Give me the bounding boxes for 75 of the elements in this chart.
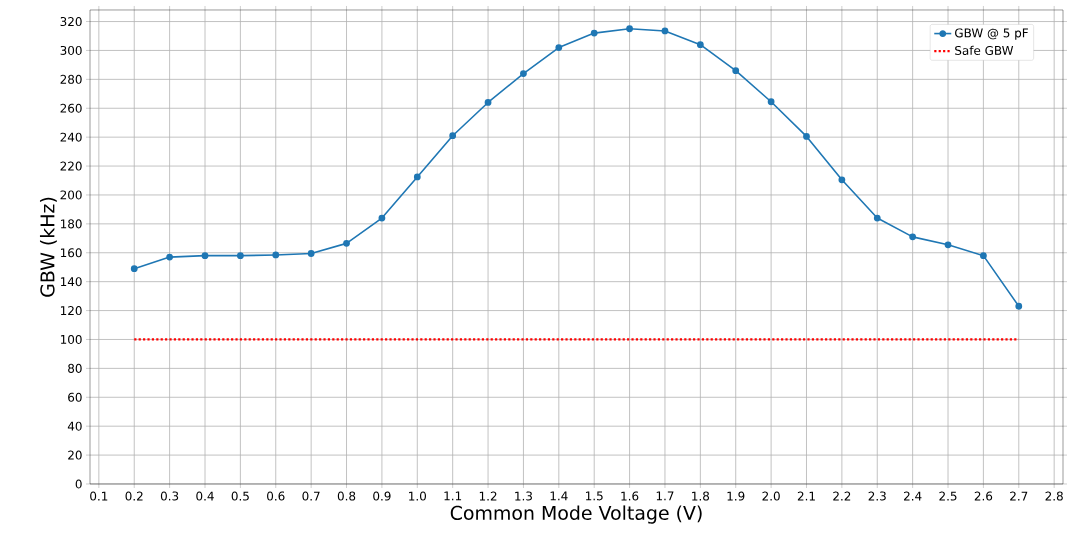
point: [520, 70, 527, 77]
x-axis-title: Common Mode Voltage (V): [450, 505, 702, 524]
y-tick-label: 40: [67, 421, 82, 431]
point: [555, 44, 563, 51]
x-tick-label: 2.7: [1010, 491, 1028, 501]
point: [909, 233, 917, 241]
x-tick-label: 2.1: [797, 491, 815, 501]
x-tick-label: 1.5: [586, 491, 603, 501]
x-tick-label: 1.0: [409, 491, 426, 501]
x-tick-label: 2.8: [1045, 491, 1063, 501]
y-tick-label: 100: [60, 334, 82, 344]
x-tick-label: 0.4: [196, 491, 214, 501]
point: [873, 214, 881, 222]
point: [236, 252, 244, 260]
x-tick-label: 2.3: [868, 491, 886, 501]
x-tick-label: 0.6: [267, 491, 285, 501]
point: [944, 241, 952, 249]
legend-label: Safe GBW: [955, 45, 1014, 55]
x-tick-label: 1.8: [692, 491, 710, 501]
x-tick-label: 0.2: [125, 491, 143, 501]
y-tick-label: 300: [60, 45, 82, 55]
point: [626, 25, 633, 33]
y-tick-label: 260: [60, 103, 82, 113]
point: [1015, 302, 1023, 310]
point: [838, 176, 846, 184]
y-tick-label: 20: [68, 450, 82, 460]
y-tick-label: 180: [60, 219, 82, 229]
y-tick-label: 220: [60, 161, 82, 171]
x-tick-label: 1.6: [621, 491, 639, 501]
point: [307, 250, 315, 257]
point: [980, 252, 987, 260]
point: [696, 41, 704, 49]
point: [732, 67, 740, 75]
x-tick-label: 2.4: [904, 491, 922, 501]
point: [590, 29, 598, 37]
x-tick-label: 1.2: [479, 491, 497, 501]
y-tick-label: 0: [75, 479, 82, 489]
y-tick-label: 80: [68, 363, 82, 373]
point: [201, 252, 209, 260]
x-tick-label: 0.9: [373, 491, 391, 501]
point: [484, 99, 492, 106]
x-tick-label: 2.0: [762, 491, 780, 501]
y-tick-label: 160: [60, 248, 82, 258]
legend-label: GBW @ 5 pF: [955, 28, 1028, 40]
y-tick-label: 200: [60, 190, 82, 200]
point: [661, 27, 669, 35]
x-tick-label: 0.3: [160, 491, 179, 501]
x-tick-label: 1.7: [656, 491, 674, 501]
x-tick-label: 0.5: [231, 491, 249, 501]
x-tick-label: 1.4: [550, 491, 568, 501]
y-tick-label: 140: [60, 277, 82, 287]
x-tick-label: 2.2: [833, 491, 851, 501]
point: [343, 239, 350, 247]
y-tick-label: 240: [60, 132, 82, 142]
x-tick-label: 0.8: [337, 491, 356, 501]
y-tick-label: 280: [60, 74, 82, 84]
point: [449, 132, 457, 140]
y-tick-label: 60: [68, 392, 82, 402]
x-tick-label: 0.7: [302, 491, 320, 501]
point: [130, 265, 138, 273]
x-tick-label: 1.3: [515, 491, 532, 501]
point: [166, 253, 174, 261]
x-tick-label: 2.5: [939, 491, 957, 501]
point: [272, 251, 280, 259]
y-tick-label: 320: [60, 17, 82, 27]
x-tick-label: 2.6: [974, 491, 993, 501]
y-tick-label: 120: [60, 306, 82, 316]
x-tick-label: 1.1: [444, 491, 462, 501]
point: [767, 98, 775, 106]
point: [378, 214, 386, 222]
x-tick-label: 0.1: [90, 491, 108, 501]
point: [413, 173, 421, 181]
point: [803, 133, 810, 140]
y-axis-title: GBW (kHz): [39, 197, 57, 297]
x-tick-label: 1.9: [727, 491, 745, 501]
